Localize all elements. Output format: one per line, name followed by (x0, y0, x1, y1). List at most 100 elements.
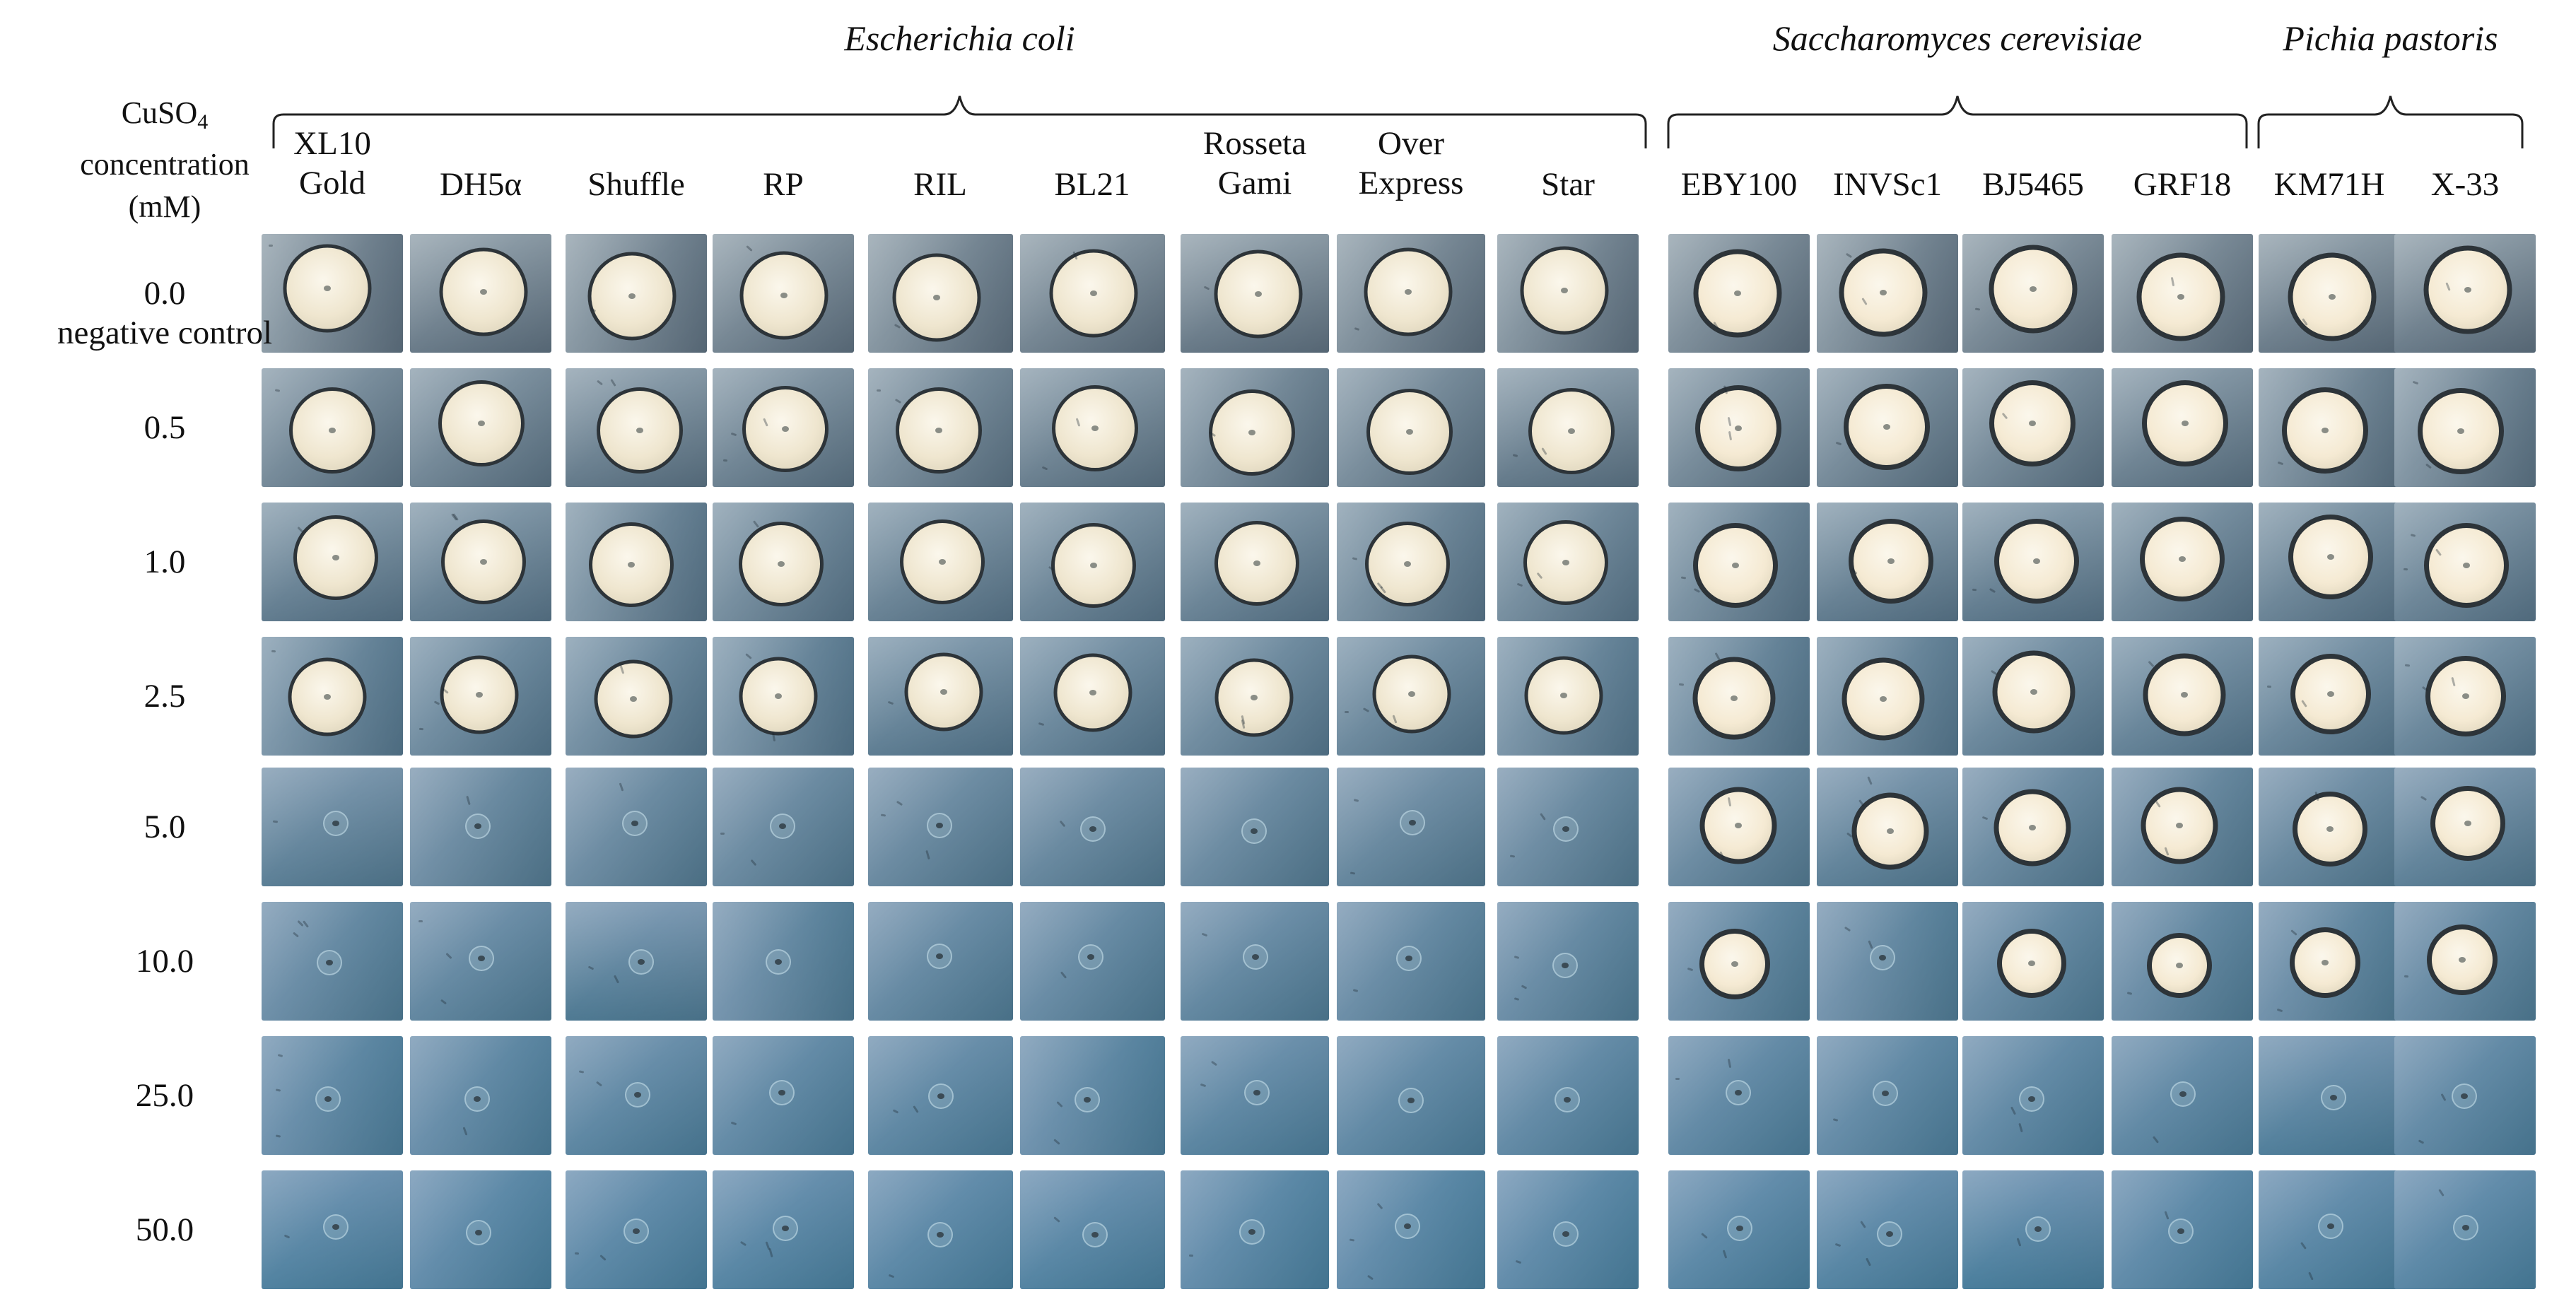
inoculation-point (2179, 1091, 2186, 1098)
inoculation-point (1732, 562, 1740, 568)
colony (1372, 654, 1451, 734)
plate-image (1019, 234, 1165, 353)
concentration-value: 1.0 (144, 544, 186, 580)
plate-image (2112, 1036, 2253, 1155)
inoculation-point (1560, 287, 1568, 293)
inoculation-point (479, 558, 487, 565)
strain-header: RP (763, 165, 804, 204)
inoculation-point (936, 822, 944, 828)
colony (1528, 387, 1615, 474)
inoculation-point (2177, 293, 2184, 300)
strain-header-line: RP (763, 166, 804, 203)
plate-image (2394, 234, 2536, 353)
plate-image (2112, 368, 2253, 487)
inoculation-point (1255, 290, 1263, 297)
plate-image (262, 368, 403, 487)
plate-image (1019, 637, 1165, 756)
plate-image (1181, 234, 1329, 353)
inoculation-point (1883, 423, 1890, 430)
inoculation-point (1562, 826, 1569, 833)
plate-image (1019, 368, 1165, 487)
axis-title: CuSO4 concentration (mM) (80, 92, 249, 228)
plate-image (1962, 1036, 2104, 1155)
colony (587, 252, 677, 341)
plate-image (262, 637, 403, 756)
inhibition-spot (2167, 1218, 2194, 1244)
strain-header-line: EBY100 (1680, 166, 1798, 203)
strain-header-line: Gold (299, 165, 365, 201)
colony (2288, 515, 2374, 600)
inoculation-point (2033, 558, 2041, 564)
plate-image (410, 1170, 551, 1289)
inoculation-point (937, 1093, 945, 1100)
inoculation-point (1089, 562, 1097, 568)
inoculation-point (478, 421, 486, 427)
strain-header: Rosseta Gami (1203, 124, 1306, 203)
inoculation-point (933, 294, 941, 300)
strain-header: XL10 Gold (293, 124, 371, 203)
plate-image (1337, 902, 1485, 1021)
inoculation-point (2329, 1095, 2337, 1101)
plate-image (1337, 503, 1485, 621)
plate-image (566, 768, 707, 886)
plate-image (1337, 368, 1485, 487)
plate-image (1497, 1036, 1639, 1155)
strain-header-line: BL21 (1054, 166, 1130, 203)
inoculation-point (1248, 1228, 1256, 1235)
inoculation-point (324, 1096, 332, 1103)
inoculation-point (1091, 425, 1099, 431)
inoculation-point (2460, 1093, 2468, 1099)
strain-header-line: Rosseta (1202, 125, 1307, 162)
inhibition-spot (1241, 818, 1267, 845)
axis-title-line-2: concentration (80, 147, 250, 182)
concentration-value: 10.0 (135, 943, 194, 980)
inoculation-point (480, 288, 488, 295)
axis-title-line-1: CuSO4 (80, 92, 249, 143)
plate-image (262, 234, 403, 353)
colony (1992, 650, 2076, 734)
plate-image (1668, 368, 1810, 487)
axis-title-line-3: (mM) (128, 189, 201, 224)
inoculation-point (1887, 558, 1895, 565)
plate-image (867, 368, 1013, 487)
plate-speck (272, 820, 279, 823)
plate-image (566, 637, 707, 756)
colony (1842, 657, 1925, 741)
inoculation-point (1407, 1097, 1415, 1103)
plate-image (1817, 368, 1958, 487)
plate-speck (2404, 664, 2411, 667)
concentration-label: 50.0 (136, 1210, 194, 1250)
inoculation-point (2029, 286, 2037, 293)
species-label: Saccharomyces cerevisiae (1772, 18, 2143, 58)
inoculation-point (2329, 293, 2336, 300)
colony (1693, 522, 1779, 608)
plate-image (867, 637, 1013, 756)
strain-header-line: X-33 (2430, 166, 2500, 203)
plate-image (1019, 902, 1165, 1021)
inoculation-point (1562, 1230, 1569, 1237)
plate-image (566, 368, 707, 487)
plate-image (410, 234, 551, 353)
colony (2141, 380, 2228, 467)
inhibition-spot (1552, 816, 1579, 842)
plate-image (867, 503, 1013, 621)
inoculation-point (775, 693, 783, 700)
inoculation-point (2459, 956, 2466, 963)
plate-image (2394, 503, 2536, 621)
plate-image (1181, 368, 1329, 487)
plate-image (262, 902, 403, 1021)
inoculation-point (1735, 1089, 1743, 1096)
plate-image (1019, 1036, 1165, 1155)
plate-image (566, 902, 707, 1021)
inoculation-point (778, 1089, 786, 1096)
plate-image (1817, 1036, 1958, 1155)
colony (1848, 519, 1933, 604)
colony (1843, 383, 1930, 470)
plate-image (1497, 1170, 1639, 1289)
species-brace (272, 95, 1647, 148)
inhibition-spot (1080, 816, 1106, 842)
inoculation-point (326, 959, 333, 965)
strain-header: RIL (913, 165, 967, 204)
plate-speck (574, 1252, 580, 1255)
inoculation-point (1564, 1096, 1571, 1103)
